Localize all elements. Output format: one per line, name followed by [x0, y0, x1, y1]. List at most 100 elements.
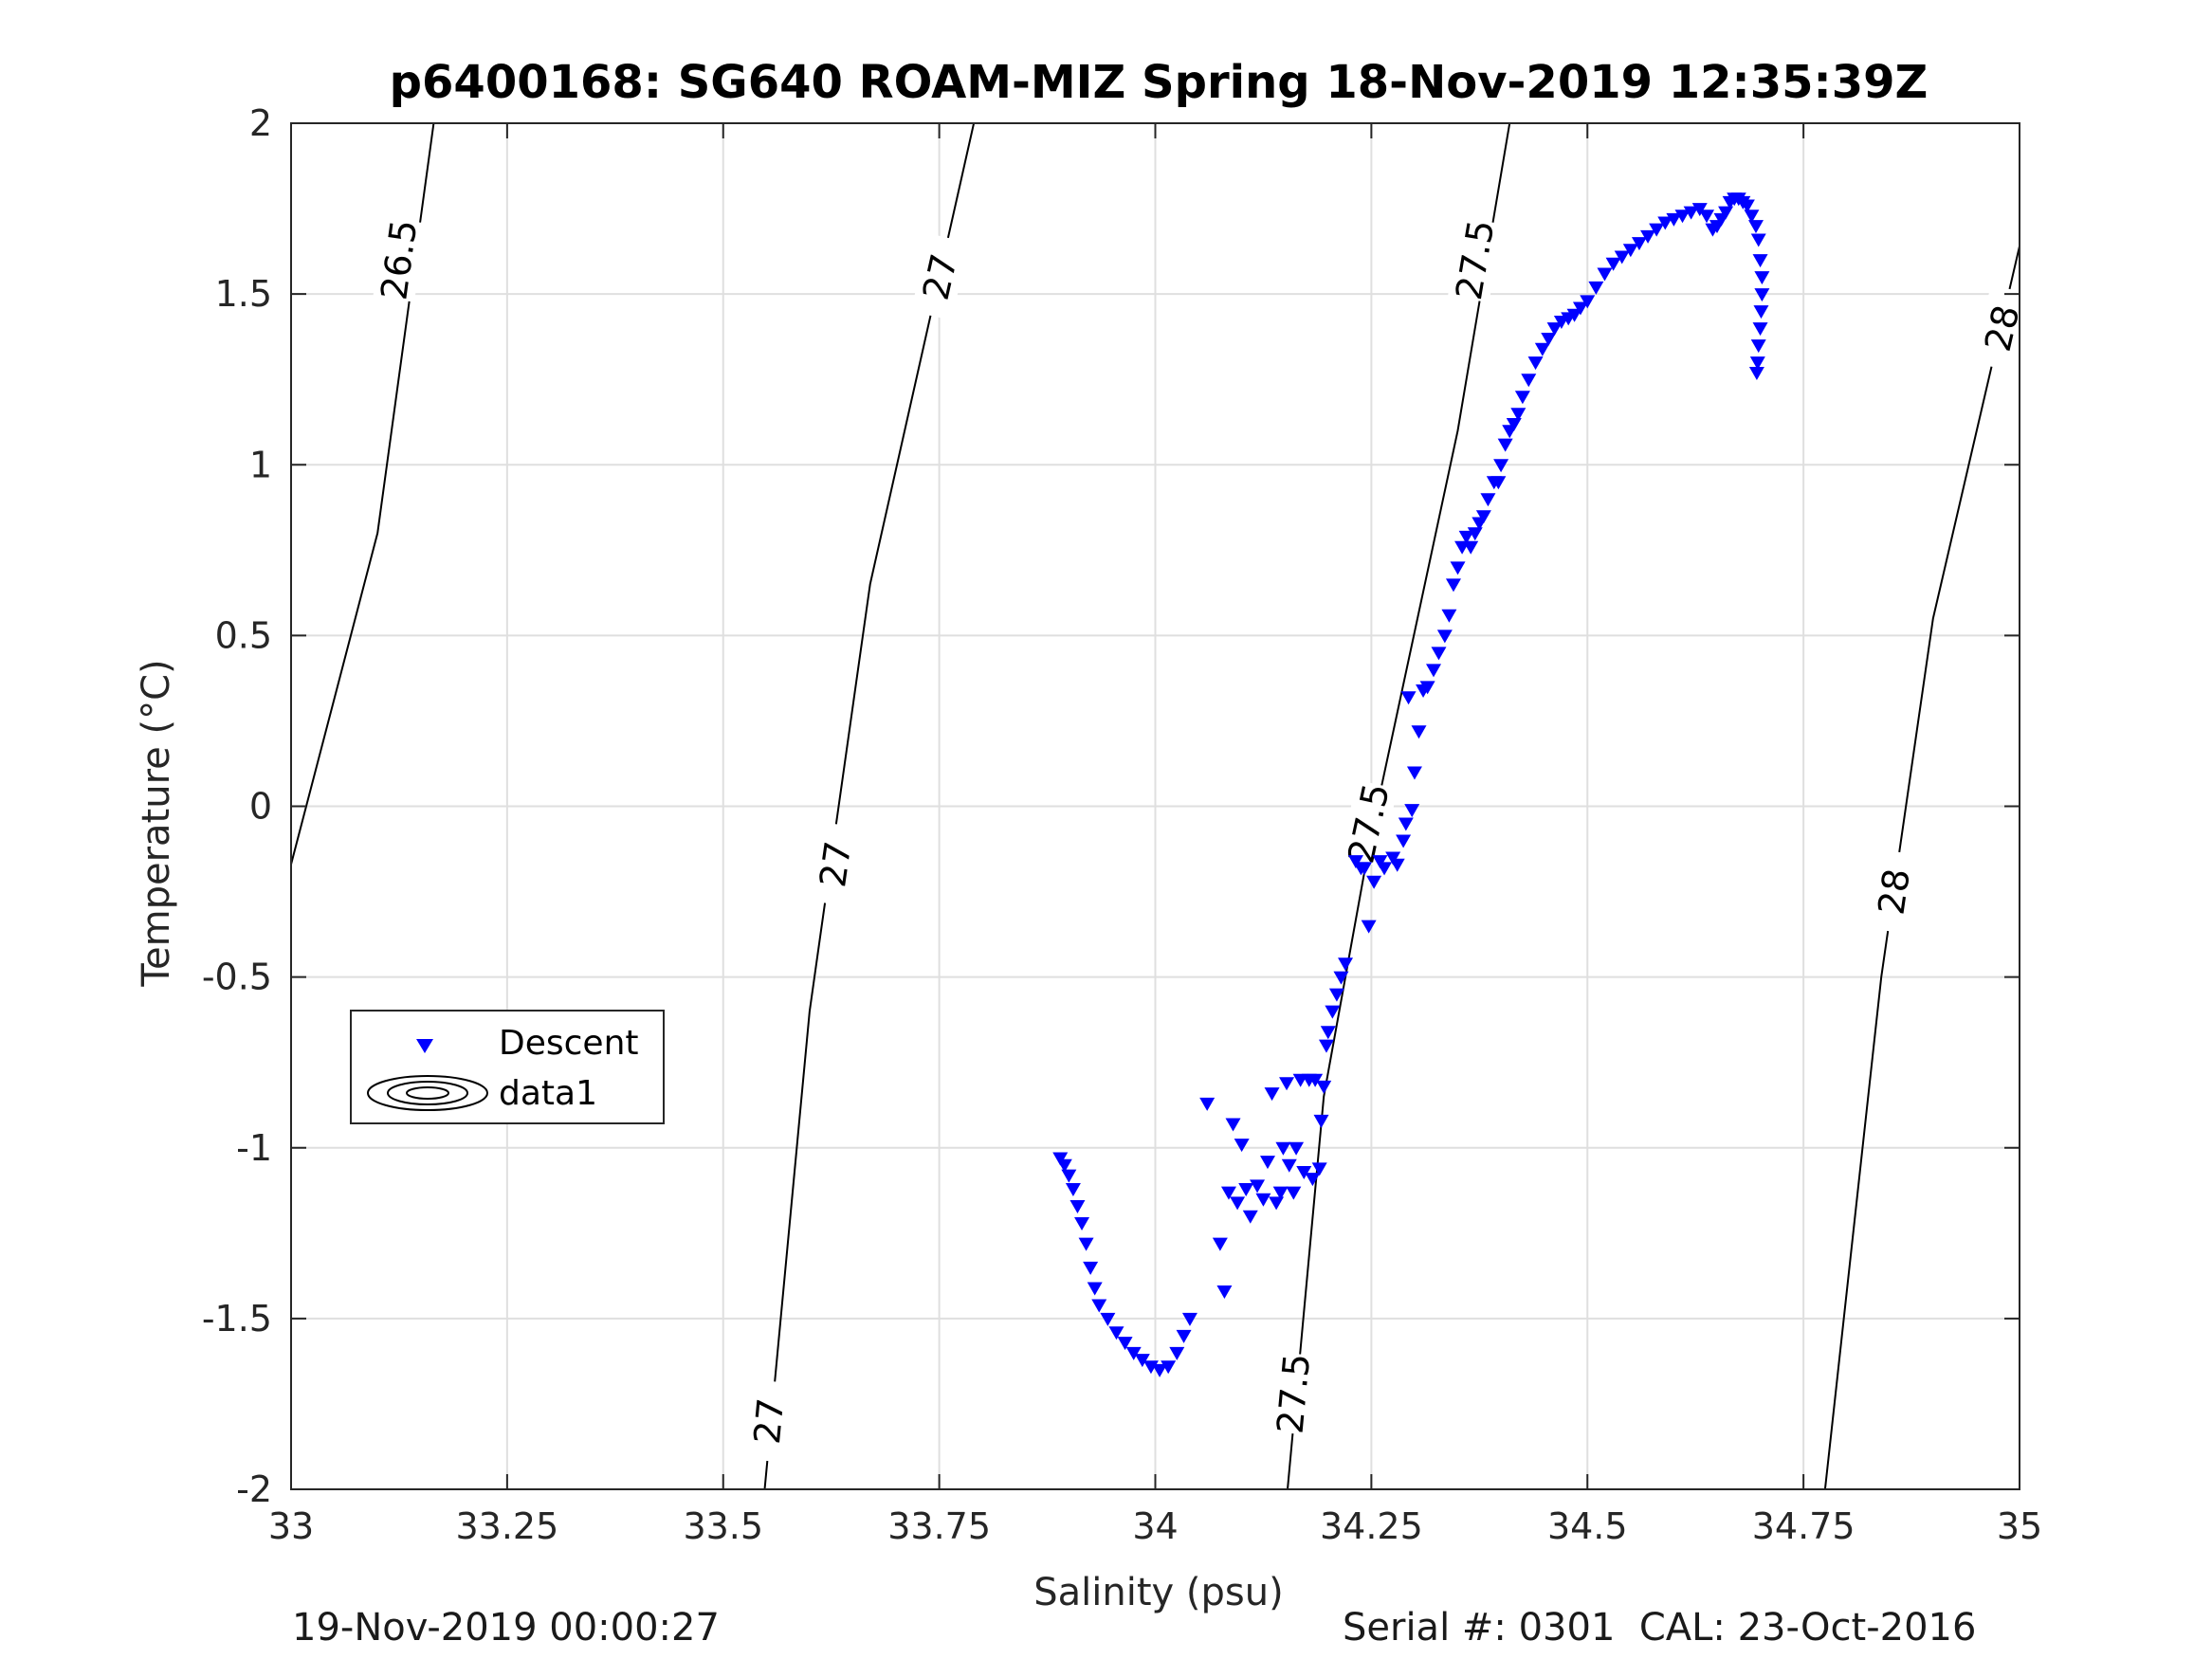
y-tick-label: -1	[236, 1127, 272, 1169]
y-tick-label: 2	[249, 102, 272, 144]
legend: Descent data1	[350, 1010, 665, 1124]
legend-label-data1: data1	[499, 1074, 597, 1113]
descent-point	[1313, 1114, 1329, 1128]
contour-label: 27.5	[1270, 1352, 1319, 1435]
descent-point	[1389, 858, 1405, 872]
descent-point	[1328, 988, 1344, 1002]
descent-point	[1657, 216, 1673, 230]
descent-point	[1640, 229, 1656, 244]
contour-label: 27	[746, 1396, 792, 1446]
descent-point	[1749, 356, 1765, 371]
descent-point	[1480, 493, 1496, 507]
descent-point	[1572, 301, 1588, 316]
descent-point	[1750, 339, 1766, 354]
descent-point	[1752, 254, 1768, 268]
descent-point	[1225, 1118, 1241, 1132]
y-tick-label: 0	[249, 786, 272, 828]
descent-point	[1752, 322, 1768, 337]
x-tick-label: 34.25	[1320, 1505, 1423, 1547]
contour-line-28	[1823, 246, 2020, 1490]
y-tick-label: 0.5	[215, 614, 272, 656]
contour-label-mask	[1972, 284, 2032, 373]
descent-point	[1493, 459, 1509, 473]
descent-point	[1250, 1179, 1266, 1194]
descent-point	[1307, 1073, 1324, 1087]
descent-point	[1052, 1152, 1069, 1166]
descent-point	[1475, 510, 1491, 524]
descent-point	[1510, 408, 1526, 422]
contour-label-mask	[1448, 217, 1503, 303]
contour-label-mask	[744, 1379, 794, 1463]
y-tick-label: -2	[236, 1468, 272, 1510]
descent-point	[1739, 199, 1755, 213]
y-tick-label: 1.5	[215, 273, 272, 315]
descent-series	[1052, 192, 1770, 1377]
descent-point	[1377, 862, 1393, 876]
descent-point	[1497, 438, 1513, 452]
contour-label-mask	[910, 233, 970, 320]
descent-point	[1279, 1077, 1295, 1091]
descent-point	[1056, 1158, 1072, 1173]
descent-point	[1580, 295, 1596, 309]
descent-point	[1366, 875, 1382, 889]
descent-point	[1385, 851, 1401, 866]
descent-point	[1108, 1326, 1124, 1340]
descent-point	[1649, 223, 1665, 237]
descent-point	[1281, 1158, 1297, 1173]
descent-point	[1521, 374, 1537, 388]
x-tick-label: 35	[1997, 1505, 2042, 1547]
descent-point	[1411, 725, 1427, 739]
x-tick-label: 34.5	[1547, 1505, 1628, 1547]
descent-point	[1152, 1363, 1168, 1377]
descent-point	[1199, 1097, 1216, 1111]
descent-point	[1426, 664, 1442, 678]
descent-point	[1398, 817, 1414, 831]
descent-point	[1230, 1196, 1246, 1211]
footer-serial-cal: Serial #: 0301 CAL: 23-Oct-2016	[1343, 1606, 1977, 1650]
descent-point	[1087, 1282, 1103, 1296]
descent-point	[1333, 971, 1349, 985]
descent-point	[1216, 1285, 1233, 1300]
descent-point	[1134, 1354, 1150, 1368]
descent-point	[1320, 1026, 1336, 1040]
descent-point	[1091, 1299, 1107, 1313]
descent-point	[1419, 681, 1435, 695]
descent-point	[1541, 332, 1557, 346]
descent-point	[1357, 862, 1373, 876]
descent-point	[1605, 257, 1621, 271]
descent-point	[1100, 1312, 1116, 1326]
x-tick-label: 33.25	[455, 1505, 558, 1547]
descent-point	[1161, 1360, 1177, 1375]
descent-point	[1169, 1346, 1185, 1360]
descent-point	[1597, 267, 1613, 282]
descent-point	[1747, 220, 1764, 234]
descent-point	[1238, 1182, 1254, 1196]
descent-point	[1527, 356, 1544, 371]
descent-point	[1255, 1193, 1271, 1207]
descent-point	[1406, 766, 1422, 780]
descent-point	[1699, 210, 1715, 224]
descent-point	[1264, 1087, 1280, 1102]
legend-descent-marker	[416, 1039, 433, 1053]
descent-point	[1445, 578, 1461, 592]
x-tick-label: 34	[1132, 1505, 1178, 1547]
descent-point	[1754, 271, 1770, 285]
descent-point	[1296, 1165, 1312, 1179]
contour-label-mask	[809, 821, 862, 907]
descent-point	[1631, 237, 1647, 251]
descent-point	[1083, 1261, 1099, 1275]
y-axis-label: Temperature (°C)	[135, 659, 178, 987]
x-tick-label: 33.75	[887, 1505, 991, 1547]
descent-point	[1078, 1237, 1094, 1251]
descent-point	[1316, 1080, 1332, 1094]
descent-point	[1622, 244, 1638, 258]
descent-point	[1431, 647, 1447, 661]
descent-point	[1396, 834, 1412, 848]
descent-point	[1176, 1329, 1192, 1343]
contour-label: 28	[1871, 866, 1918, 917]
descent-point	[1220, 1186, 1236, 1200]
descent-point	[1744, 210, 1760, 224]
descent-point	[1259, 1156, 1275, 1170]
